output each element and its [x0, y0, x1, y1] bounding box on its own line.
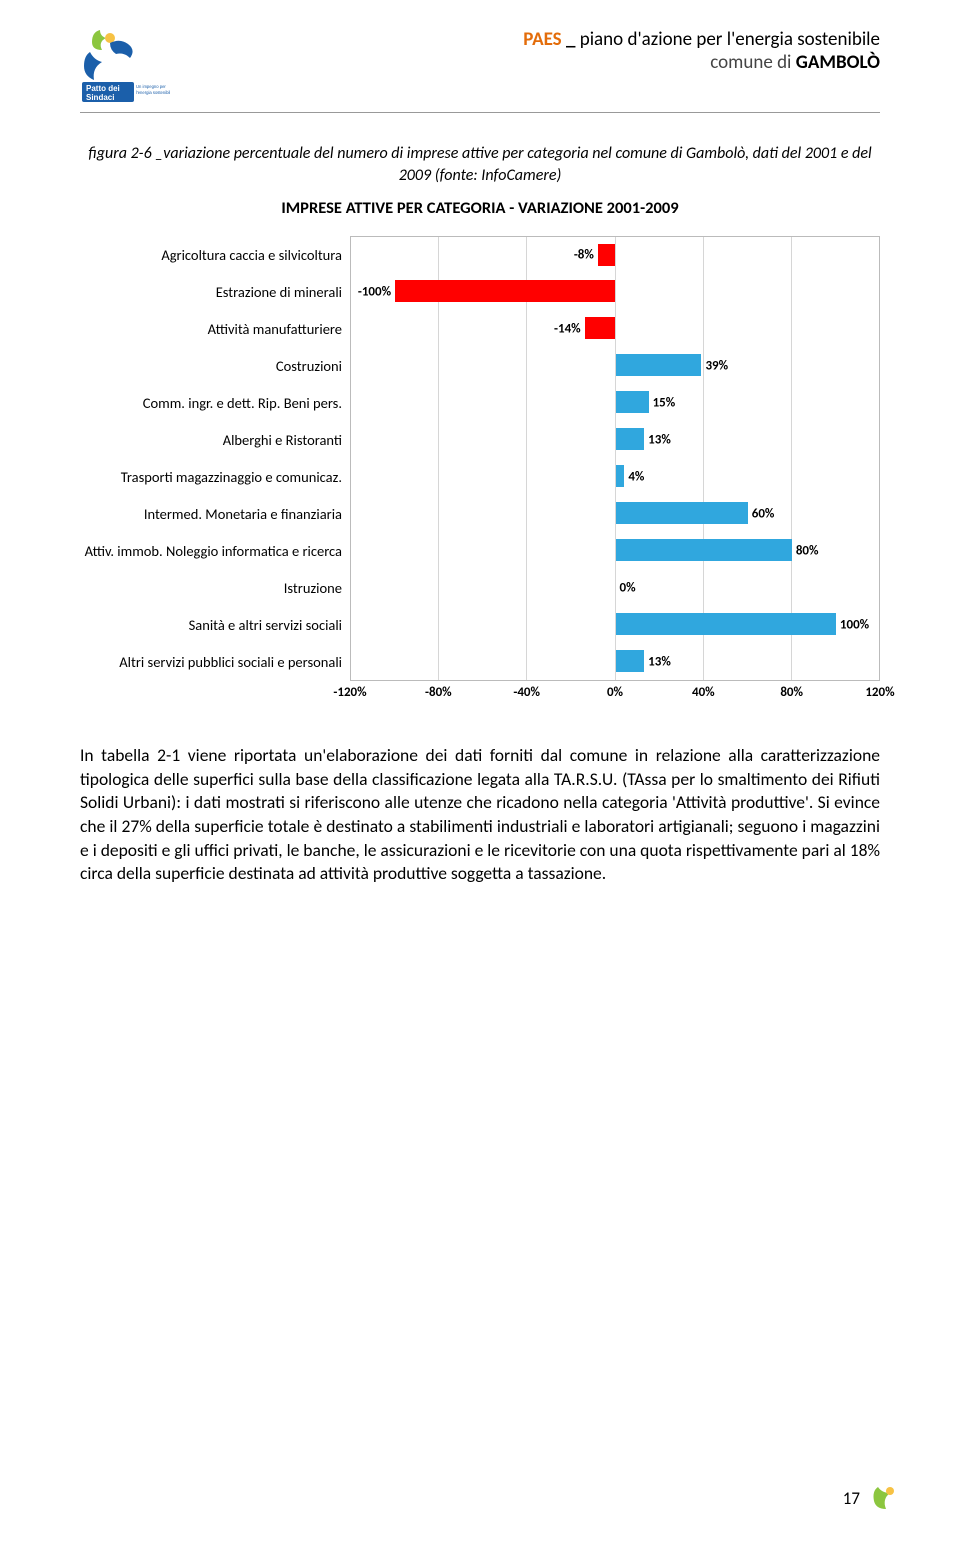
- page-header: Patto dei Sindaci Un impegno per l'energ…: [80, 28, 880, 106]
- category-label: Attività manufatturiere: [80, 320, 350, 338]
- chart-title: IMPRESE ATTIVE PER CATEGORIA - VARIAZION…: [80, 198, 880, 218]
- chart-row: Sanità e altri servizi sociali 100%: [80, 606, 880, 643]
- chart-row: Altri servizi pubblici sociali e persona…: [80, 643, 880, 680]
- plot-cell: -100%: [350, 273, 880, 310]
- subtitle-prefix: comune di: [710, 51, 795, 74]
- chart-row: Intermed. Monetaria e finanziaria 60%: [80, 495, 880, 532]
- doc-acronym: PAES: [523, 28, 561, 51]
- plot-cell: 60%: [350, 495, 880, 532]
- category-label: Comm. ingr. e dett. Rip. Beni pers.: [80, 394, 350, 412]
- bar: [616, 354, 702, 376]
- chart-row: Istruzione 0%: [80, 569, 880, 606]
- body-paragraph: In tabella 2-1 viene riportata un'elabor…: [80, 744, 880, 886]
- bar-value-label: -100%: [358, 284, 391, 299]
- bar: [616, 613, 836, 635]
- bar: [616, 428, 645, 450]
- bar-value-label: 100%: [840, 617, 869, 632]
- footer-leaf-icon: [870, 1483, 900, 1513]
- axis-tick: 40%: [703, 681, 791, 704]
- title-block: PAES _ piano d'azione per l'energia sost…: [190, 28, 880, 74]
- plot-cell: 0%: [350, 569, 880, 606]
- category-label: Altri servizi pubblici sociali e persona…: [80, 653, 350, 671]
- bar: [616, 465, 625, 487]
- chart-row: Comm. ingr. e dett. Rip. Beni pers. 15%: [80, 384, 880, 421]
- plot-cell: 4%: [350, 458, 880, 495]
- doc-title-rest: piano d'azione per l'energia sostenibile: [580, 28, 880, 51]
- chart-row: Estrazione di minerali -100%: [80, 273, 880, 310]
- figure-caption: figura 2-6 _variazione percentuale del n…: [80, 143, 880, 186]
- bar-value-label: 60%: [752, 506, 775, 521]
- bar: [616, 539, 792, 561]
- bar-value-label: 80%: [796, 543, 819, 558]
- axis-tick: 0%: [615, 681, 703, 704]
- header-rule: [80, 112, 880, 113]
- plot-cell: 13%: [350, 643, 880, 680]
- plot-cell: -14%: [350, 310, 880, 347]
- svg-text:Un impegno per: Un impegno per: [136, 84, 166, 89]
- bar-value-label: 15%: [653, 395, 676, 410]
- plot-cell: 39%: [350, 347, 880, 384]
- category-label: Trasporti magazzinaggio e comunicaz.: [80, 468, 350, 486]
- chart-row: Trasporti magazzinaggio e comunicaz. 4%: [80, 458, 880, 495]
- chart-row: Attiv. immob. Noleggio informatica e ric…: [80, 532, 880, 569]
- svg-text:Patto dei: Patto dei: [86, 84, 120, 93]
- doc-title: PAES _ piano d'azione per l'energia sost…: [190, 28, 880, 51]
- category-label: Istruzione: [80, 579, 350, 597]
- page-number: 17: [843, 1488, 860, 1509]
- doc-subtitle: comune di GAMBOLÒ: [190, 51, 880, 74]
- chart-row: Costruzioni 39%: [80, 347, 880, 384]
- plot-cell: -8%: [350, 236, 880, 273]
- bar-value-label: 39%: [705, 358, 728, 373]
- svg-text:Sindaci: Sindaci: [86, 93, 114, 102]
- category-label: Costruzioni: [80, 357, 350, 375]
- bar-value-label: -8%: [574, 248, 594, 263]
- svg-text:l'energia sostenibile: l'energia sostenibile: [136, 90, 170, 95]
- axis-tick: 80%120%: [792, 681, 880, 704]
- doc-underscore: _: [566, 28, 575, 51]
- plot-cell: 13%: [350, 421, 880, 458]
- axis-tick: -40%: [527, 681, 615, 704]
- bar: [616, 650, 645, 672]
- bar-value-label: 13%: [648, 654, 671, 669]
- bar: [616, 391, 649, 413]
- bar-value-label: 4%: [628, 469, 644, 484]
- bar: [395, 280, 615, 302]
- bar: [585, 317, 616, 339]
- category-label: Sanità e altri servizi sociali: [80, 616, 350, 634]
- x-axis: -120%-80%-40%0%40%80%120%: [80, 680, 880, 704]
- category-label: Intermed. Monetaria e finanziaria: [80, 505, 350, 523]
- category-label: Alberghi e Ristoranti: [80, 431, 350, 449]
- category-label: Attiv. immob. Noleggio informatica e ric…: [80, 542, 350, 560]
- chart-row: Attività manufatturiere -14%: [80, 310, 880, 347]
- category-label: Estrazione di minerali: [80, 283, 350, 301]
- logo-block: Patto dei Sindaci Un impegno per l'energ…: [80, 28, 170, 106]
- chart-row: Alberghi e Ristoranti 13%: [80, 421, 880, 458]
- plot-cell: 80%: [350, 532, 880, 569]
- category-label: Agricoltura caccia e silvicoltura: [80, 246, 350, 264]
- covenant-logo: Patto dei Sindaci Un impegno per l'energ…: [80, 28, 170, 106]
- chart-row: Agricoltura caccia e silvicoltura -8%: [80, 236, 880, 273]
- bar-value-label: 13%: [648, 432, 671, 447]
- bar: [616, 502, 748, 524]
- bar: [598, 244, 616, 266]
- plot-cell: 15%: [350, 384, 880, 421]
- bar-chart: Agricoltura caccia e silvicoltura -8% Estr…: [80, 236, 880, 704]
- subtitle-bold: GAMBOLÒ: [796, 51, 880, 74]
- plot-cell: 100%: [350, 606, 880, 643]
- bar-value-label: -14%: [554, 321, 581, 336]
- bar-value-label: 0%: [620, 580, 636, 595]
